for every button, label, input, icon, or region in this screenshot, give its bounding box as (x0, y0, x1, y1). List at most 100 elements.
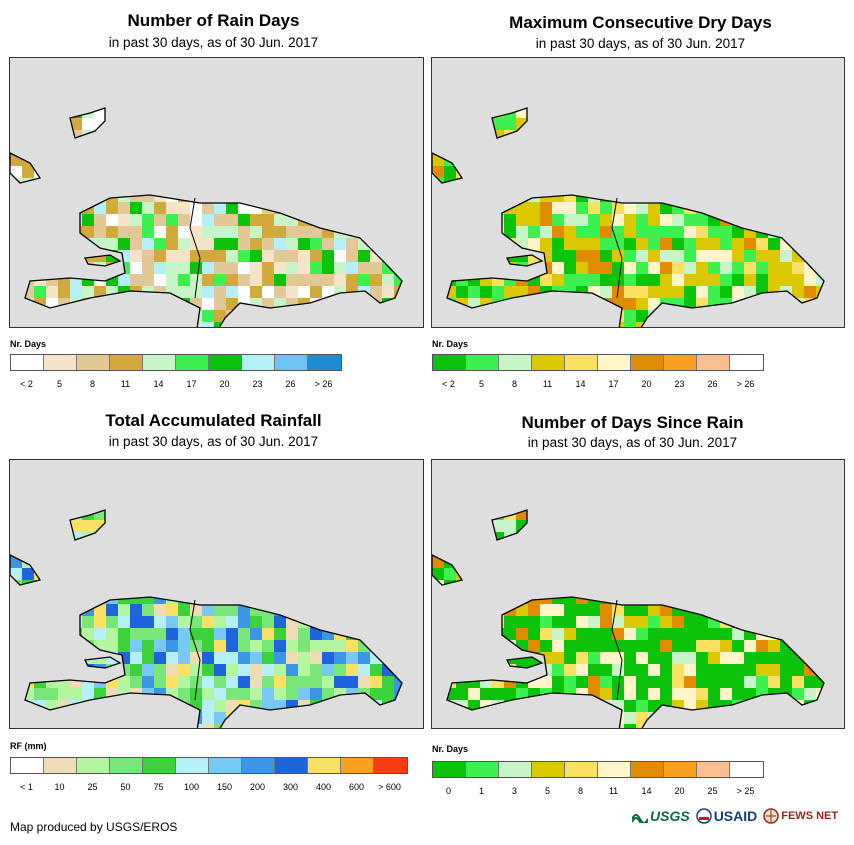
map-cell (370, 510, 382, 520)
map-cell (600, 556, 612, 568)
map-cell (382, 724, 394, 728)
map-cell (456, 640, 468, 652)
map-cell (516, 310, 528, 322)
map-cell (286, 190, 298, 202)
map-cell (612, 118, 624, 130)
map-cell (406, 106, 418, 118)
map-cell (166, 652, 178, 664)
map-cell (334, 592, 346, 604)
map-cell (708, 640, 720, 652)
map-cell (456, 154, 468, 166)
map-cell (504, 580, 516, 592)
map-cell (154, 640, 166, 652)
map-cell (708, 322, 720, 327)
map-cell (732, 94, 744, 106)
map-cell (202, 556, 214, 568)
legend-swatch (499, 762, 532, 777)
map-cell (528, 322, 540, 327)
map-cell (768, 510, 780, 520)
map-cell (828, 628, 840, 640)
map-cell (720, 520, 732, 532)
legend-swatch (664, 355, 697, 370)
map-cell (166, 214, 178, 226)
map-cell (576, 676, 588, 688)
map-cell (22, 82, 34, 94)
map-cell (720, 496, 732, 508)
map-cell (528, 118, 540, 130)
map-cell (250, 510, 262, 520)
map-cell (22, 274, 34, 286)
map-cell (504, 142, 516, 154)
map-cell (648, 226, 660, 238)
coastline (24, 194, 403, 327)
map-cell (468, 322, 480, 327)
map-cell (226, 118, 238, 130)
map-cell (34, 58, 46, 70)
map-cell (792, 484, 804, 496)
map-cell (804, 166, 816, 178)
map-cell (564, 484, 576, 496)
map-cell (636, 640, 648, 652)
map-cell (406, 556, 418, 568)
map-cell (564, 250, 576, 262)
map-cell (732, 652, 744, 664)
panel-subtitle-rain-days: in past 30 days, as of 30 Jun. 2017 (108, 35, 319, 50)
map-cell (456, 592, 468, 604)
map-cell (804, 226, 816, 238)
map-cell (672, 214, 684, 226)
map-cell (310, 94, 322, 106)
map-cell (528, 214, 540, 226)
map-cell (226, 178, 238, 190)
map-cell (178, 322, 190, 327)
map-cell (552, 712, 564, 724)
map-cell (10, 712, 22, 724)
map-cell (358, 214, 370, 226)
map-cell (828, 166, 840, 178)
map-cell (262, 484, 274, 496)
map-cell (576, 250, 588, 262)
map-cell (648, 94, 660, 106)
map-cell (636, 178, 648, 190)
map-cell (58, 82, 70, 94)
legend-label: 17 (608, 379, 619, 389)
map-cell (540, 616, 552, 628)
map-cell (394, 250, 402, 262)
map-cell (468, 472, 480, 484)
map-cell (744, 226, 756, 238)
map-cell (202, 178, 214, 190)
map-cell (286, 532, 298, 544)
map-cell (576, 166, 588, 178)
map-cell (768, 712, 780, 724)
map-cell (768, 724, 780, 728)
map-cell (310, 250, 322, 262)
map-cell (768, 190, 780, 202)
map-cell (804, 82, 816, 94)
map-cell (612, 94, 624, 106)
legend-swatch (730, 762, 763, 777)
map-cell (214, 700, 226, 712)
map-cell (334, 118, 346, 130)
map-cell (768, 154, 780, 166)
map-cell (346, 190, 358, 202)
map-cell (262, 664, 274, 676)
map-cell (432, 616, 444, 628)
map-cell (238, 712, 250, 724)
map-cell (418, 628, 423, 640)
map-cell (274, 108, 286, 118)
map-cell (840, 310, 844, 322)
map-cell (262, 322, 274, 327)
map-cell (46, 82, 58, 94)
map-cell (816, 154, 824, 166)
map-cell (828, 520, 840, 532)
map-cell (94, 520, 106, 532)
map-cell (564, 130, 576, 142)
map-cell (696, 310, 708, 322)
map-cell (588, 484, 600, 496)
map-cell (106, 108, 118, 118)
map-cell (70, 640, 82, 652)
map-cell (684, 322, 696, 327)
map-cell (612, 652, 624, 664)
map-cell (10, 460, 22, 472)
map-cell (480, 688, 492, 700)
map-cell (22, 544, 34, 556)
